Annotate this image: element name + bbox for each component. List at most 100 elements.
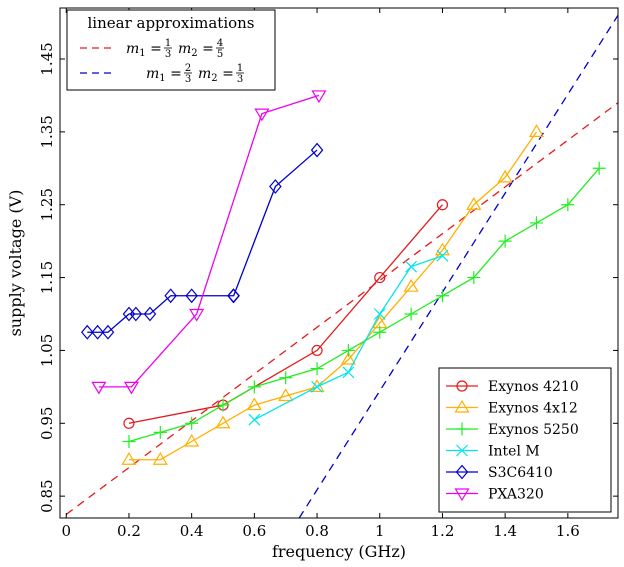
series-line-s3c6410 <box>87 149 318 333</box>
legend-swatch-marker <box>454 488 470 502</box>
data-point-pxa320 <box>254 108 270 122</box>
data-point-s3c6410 <box>269 179 282 194</box>
data-point-exynos-5250 <box>561 198 575 212</box>
data-point-exynos-4x12 <box>466 197 482 210</box>
data-point-exynos-5250 <box>373 325 387 339</box>
y-tick-label: 0.95 <box>38 407 56 440</box>
fraction: 45 <box>216 38 224 60</box>
fraction: 13 <box>236 63 244 85</box>
y-tick-label: 1.25 <box>38 188 56 221</box>
y-tick-label: 1.05 <box>38 334 56 367</box>
x-tick-label: 0.8 <box>305 522 329 540</box>
fraction-numerator: 1 <box>237 63 243 74</box>
data-point-s3c6410 <box>185 288 198 304</box>
data-point-exynos-5250 <box>185 416 199 430</box>
y-tick-label: 0.85 <box>38 479 56 512</box>
legend-label: PXA320 <box>488 487 544 503</box>
fraction-denominator: 3 <box>237 74 243 85</box>
y-axis: 0.85 0.95 1.05 1.15 1.25 1.35 1.45 <box>38 42 618 513</box>
data-point-exynos-5250 <box>153 425 167 439</box>
series-line-exynos-4x12 <box>128 131 538 461</box>
data-point-pxa320 <box>91 381 107 395</box>
data-point-exynos-5250 <box>341 343 355 357</box>
y-tick-label: 1.15 <box>38 261 56 294</box>
data-point-exynos-4x12 <box>403 278 419 292</box>
legend-entry-exynos-4210: Exynos 4210 <box>446 379 579 395</box>
data-point-pxa320 <box>189 308 205 322</box>
approx-line-2 <box>298 14 618 518</box>
x-axis-label: frequency (GHz) <box>272 542 406 561</box>
data-point-exynos-4x12 <box>215 415 231 429</box>
x-tick-label: 1.2 <box>431 522 455 540</box>
approx-line-1 <box>65 102 618 515</box>
data-point-exynos-4x12 <box>497 169 513 183</box>
x-tick-label: 1.4 <box>493 522 517 540</box>
series-intel-m <box>248 249 449 426</box>
approx-legend-title: linear approximations <box>88 14 255 32</box>
legend-swatch-marker <box>456 380 468 392</box>
data-point-intel-m <box>342 366 355 379</box>
legend-entry-exynos-5250: Exynos 5250 <box>446 422 579 438</box>
data-point-intel-m <box>248 413 261 426</box>
fraction-denominator: 3 <box>185 74 191 85</box>
legend-entry-s3c6410: S3C6410 <box>446 464 553 481</box>
fraction-numerator: 2 <box>185 63 191 74</box>
data-point-exynos-5250 <box>279 371 293 385</box>
series-s3c6410 <box>80 142 324 340</box>
series-line-exynos-4210 <box>128 204 443 424</box>
data-point-exynos-4210 <box>436 199 449 211</box>
series-pxa320 <box>91 90 327 395</box>
approx-legend-box <box>66 9 276 91</box>
data-point-intel-m <box>405 260 418 273</box>
series-exynos-5250 <box>122 161 606 448</box>
series-exynos-4210 <box>123 199 449 429</box>
x-tick-label: 1 <box>375 522 385 540</box>
x-tick-label: 1.6 <box>556 522 580 540</box>
fraction: 23 <box>184 63 192 85</box>
data-point-intel-m <box>436 249 449 262</box>
data-point-s3c6410 <box>91 324 104 340</box>
data-point-exynos-4x12 <box>340 351 356 365</box>
data-point-exynos-4x12 <box>152 452 168 465</box>
x-tick-label: 0.6 <box>242 522 266 540</box>
series-line-intel-m <box>254 255 443 421</box>
series-legend: Exynos 4210 Exynos 4x12 Exynos 5250 Intel M… <box>438 367 612 513</box>
data-point-intel-m <box>373 308 386 320</box>
fraction-denominator: 3 <box>165 49 171 60</box>
data-point-exynos-5250 <box>247 380 261 394</box>
data-point-s3c6410 <box>310 142 324 158</box>
data-point-pxa320 <box>311 90 327 104</box>
data-point-exynos-5250 <box>498 234 512 248</box>
data-point-exynos-4x12 <box>278 388 294 402</box>
legend-swatch-marker <box>455 464 469 480</box>
approx-legend-entry-2: m1 = 23 m2 = 13 <box>146 63 244 85</box>
data-point-exynos-5250 <box>529 216 543 230</box>
data-point-s3c6410 <box>80 324 94 340</box>
data-point-exynos-4210 <box>123 417 135 429</box>
data-point-exynos-4x12 <box>184 433 200 447</box>
series-line-exynos-5250 <box>128 167 600 443</box>
data-point-exynos-5250 <box>216 398 230 412</box>
approx-m1-label: m1 = <box>126 41 162 59</box>
y-tick-label: 1.35 <box>38 115 56 148</box>
data-point-s3c6410 <box>143 306 157 322</box>
data-point-exynos-5250 <box>467 271 481 285</box>
legend-label: S3C6410 <box>488 465 553 481</box>
legend-entry-intel-m: Intel M <box>446 444 540 460</box>
y-tick-label: 1.45 <box>38 42 56 75</box>
data-point-exynos-4210 <box>311 344 323 357</box>
x-axis: 0 0.2 0.4 0.6 0.8 1 1.2 1.4 1.6 <box>61 8 580 540</box>
data-point-s3c6410 <box>129 306 143 322</box>
data-point-pxa320 <box>123 381 140 395</box>
fraction-numerator: 4 <box>217 38 223 49</box>
data-point-exynos-5250 <box>435 289 449 303</box>
data-point-s3c6410 <box>101 324 115 340</box>
legend-label: Intel M <box>488 444 540 460</box>
legend-swatch-marker <box>456 444 468 457</box>
legend-entry-exynos-4x12: Exynos 4x12 <box>446 399 578 417</box>
approximation-lines <box>65 14 618 518</box>
legend-label: Exynos 5250 <box>488 422 579 438</box>
x-tick-label: 0.4 <box>180 522 204 540</box>
series-legend-box <box>438 367 612 513</box>
